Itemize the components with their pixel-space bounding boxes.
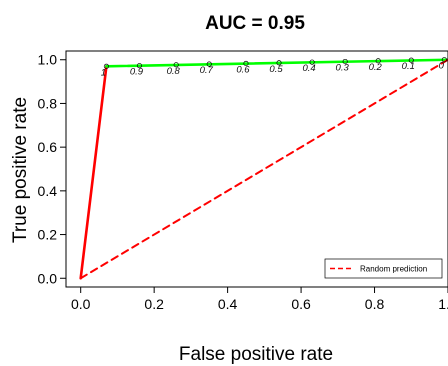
y-tick-label: 0.6 bbox=[38, 139, 58, 155]
threshold-labels: 1 0.9 0.8 0.7 0.6 0.5 0.4 0.3 0.2 0.1 0 bbox=[101, 61, 445, 79]
threshold-label: 0.2 bbox=[369, 62, 383, 73]
series-line-reference bbox=[79, 58, 448, 280]
y-tick-label: 0.0 bbox=[38, 270, 58, 286]
threshold-label: 0.6 bbox=[236, 64, 250, 75]
threshold-label: 0.5 bbox=[269, 64, 283, 75]
threshold-point bbox=[243, 60, 249, 67]
legend-box bbox=[324, 258, 443, 279]
threshold-point bbox=[441, 57, 447, 63]
y-tick-label: 1.0 bbox=[38, 52, 58, 68]
threshold-point bbox=[309, 59, 315, 65]
chart-title: AUC = 0.95 bbox=[205, 13, 305, 34]
y-tick-label: 0.8 bbox=[38, 95, 58, 111]
threshold-label: 0.3 bbox=[336, 62, 350, 73]
threshold-point bbox=[408, 57, 414, 63]
x-tick-label: 0.6 bbox=[291, 296, 311, 312]
x-axis: 0.0 0.2 0.4 0.6 0.8 1.0 bbox=[71, 287, 448, 312]
x-tick-label: 0.8 bbox=[365, 296, 385, 312]
threshold-point bbox=[136, 63, 143, 69]
threshold-point bbox=[276, 60, 282, 66]
y-axis-label: True positive rate bbox=[10, 97, 31, 243]
threshold-label: 0.7 bbox=[200, 65, 214, 76]
x-tick-label: 1.0 bbox=[438, 296, 448, 312]
y-tick-label: 0.2 bbox=[38, 227, 58, 243]
legend: Random prediction bbox=[324, 258, 443, 279]
x-tick-label: 0.0 bbox=[71, 296, 91, 312]
y-tick-label: 0.4 bbox=[38, 183, 58, 199]
threshold-point bbox=[206, 61, 212, 67]
y-axis: 0.0 0.2 0.4 0.6 0.8 1.0 bbox=[38, 52, 66, 286]
series-line-roc-segment-low bbox=[79, 65, 108, 280]
threshold-point bbox=[375, 58, 381, 64]
legend-label-random-prediction: Random prediction bbox=[360, 265, 427, 274]
threshold-label: 0.9 bbox=[130, 67, 144, 78]
threshold-point bbox=[342, 58, 348, 65]
threshold-point bbox=[103, 63, 109, 69]
threshold-point bbox=[173, 62, 179, 68]
x-axis-label: False positive rate bbox=[179, 344, 333, 365]
threshold-label: 0.4 bbox=[302, 63, 315, 74]
threshold-label: 0.1 bbox=[402, 61, 415, 72]
x-tick-label: 0.2 bbox=[144, 296, 164, 312]
series-line-roc-segment-high bbox=[105, 58, 448, 68]
threshold-label: 0.8 bbox=[167, 66, 181, 77]
threshold-label: 0 bbox=[439, 61, 445, 72]
plot-frame bbox=[65, 50, 448, 288]
plot-data-layer bbox=[79, 57, 448, 280]
threshold-label: 1 bbox=[101, 67, 106, 78]
x-tick-label: 0.4 bbox=[218, 296, 238, 312]
